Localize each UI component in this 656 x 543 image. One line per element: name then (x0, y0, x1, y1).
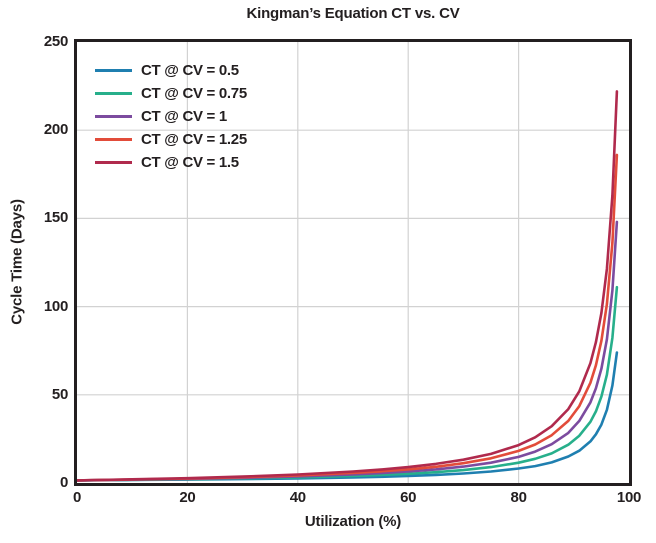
legend-label: CT @ CV = 1 (141, 108, 227, 125)
legend-line-swatch (95, 161, 132, 164)
x-tick-label: 100 (616, 489, 642, 506)
legend-line-swatch (95, 92, 132, 95)
x-tick-label: 20 (179, 489, 196, 506)
x-tick-label: 0 (72, 489, 82, 506)
x-tick-label: 80 (510, 489, 527, 506)
x-axis-title: Utilization (%) (304, 513, 402, 530)
legend-line-swatch (95, 69, 132, 72)
legend-item: CT @ CV = 0.5 (95, 59, 247, 82)
plot-area (74, 39, 632, 486)
series-line-ct-cv-1.5 (77, 90, 619, 482)
legend-label: CT @ CV = 1.5 (141, 154, 239, 171)
chart-canvas (77, 42, 629, 483)
chart-title: Kingman’s Equation CT vs. CV (246, 5, 460, 22)
legend-label: CT @ CV = 0.5 (141, 62, 239, 79)
x-tick-label: 60 (400, 489, 417, 506)
y-tick-label: 250 (43, 33, 68, 50)
legend-line-swatch (95, 115, 132, 118)
y-tick-label: 0 (59, 474, 68, 491)
series-line-ct-cv-1 (77, 220, 619, 482)
y-tick-label: 50 (51, 385, 68, 403)
x-tick-label: 40 (289, 489, 306, 506)
legend-line-swatch (95, 138, 132, 141)
legend: CT @ CV = 0.5 CT @ CV = 0.75 CT @ CV = 1 CT… (95, 59, 247, 174)
y-tick-label: 100 (43, 297, 68, 315)
legend-item: CT @ CV = 0.75 (95, 82, 247, 105)
series-line-ct-cv-0.5 (77, 351, 619, 482)
legend-label: CT @ CV = 0.75 (141, 85, 247, 102)
legend-label: CT @ CV = 1.25 (141, 131, 247, 148)
legend-item: CT @ CV = 1.25 (95, 128, 247, 151)
y-tick-label: 150 (43, 209, 68, 227)
legend-item: CT @ CV = 1 (95, 105, 247, 128)
y-tick-label: 200 (43, 121, 68, 139)
legend-item: CT @ CV = 1.5 (95, 151, 247, 174)
series-line-ct-cv-1.25 (77, 153, 619, 482)
y-axis-title: Cycle Time (Days) (8, 199, 26, 325)
